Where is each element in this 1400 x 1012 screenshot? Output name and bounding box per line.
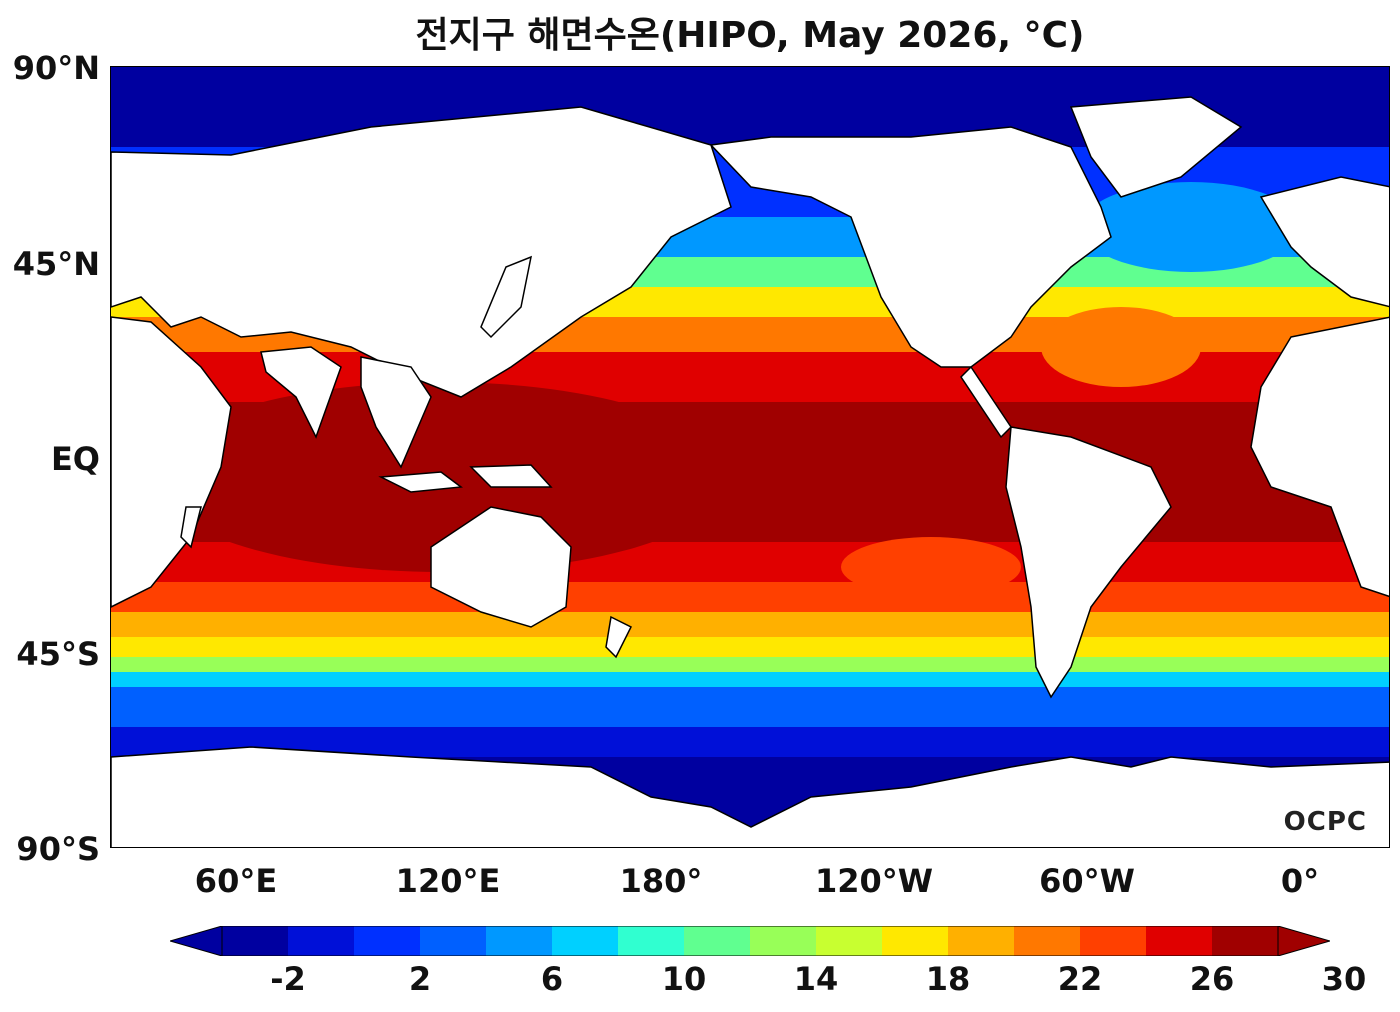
band-southern-ocean	[111, 687, 1389, 727]
north-atlantic-cool	[1081, 182, 1301, 272]
east-pacific-cold-tongue	[841, 537, 1021, 597]
land-japan	[480, 255, 533, 339]
ocpc-logo: OCPC	[1283, 807, 1367, 837]
sst-map-svg	[111, 67, 1389, 847]
lon-label-0: 0°	[1280, 862, 1320, 900]
colorbar-tick-label: 30	[1321, 960, 1367, 998]
land-africa	[111, 316, 1389, 608]
land-eurasia	[111, 106, 732, 398]
colorbar-segment	[948, 926, 1015, 956]
land-madagascar	[180, 506, 202, 549]
colorbar-segment	[1080, 926, 1147, 956]
lon-label-60e: 60°E	[194, 862, 278, 900]
land-greenland	[1069, 96, 1243, 198]
band-south-mild	[111, 637, 1389, 657]
land-australia	[430, 506, 572, 628]
band-south-subtropic	[111, 582, 1389, 612]
sst-map: OCPC	[110, 66, 1390, 848]
land-se-asia	[360, 356, 432, 469]
colorbar-segment	[486, 926, 553, 956]
lon-label-120w: 120°W	[814, 862, 934, 900]
land-india	[260, 346, 342, 439]
colorbar-tick-label: 6	[540, 960, 564, 998]
land-antarctica	[111, 746, 1389, 847]
colorbar-tick-label: 10	[661, 960, 707, 998]
lat-label-45n: 45°N	[12, 245, 100, 283]
colorbar-tick-label: 2	[408, 960, 432, 998]
lon-label-60w: 60°W	[1039, 862, 1135, 900]
colorbar-tick-label: 14	[793, 960, 839, 998]
land-indonesia	[378, 464, 553, 493]
land-europe	[1259, 176, 1389, 308]
colorbar-segment	[420, 926, 487, 956]
colorbar-segment	[882, 926, 949, 956]
lon-label-120e: 120°E	[395, 862, 501, 900]
land-north-america	[709, 126, 1112, 368]
band-south-warm	[111, 612, 1389, 637]
colorbar-segment	[288, 926, 355, 956]
colorbar-segment	[1014, 926, 1081, 956]
colorbar-segment	[552, 926, 619, 956]
gulf-stream	[1041, 307, 1201, 387]
lat-label-90n: 90°N	[12, 49, 100, 87]
colorbar-segment	[618, 926, 685, 956]
colorbar-extend-low	[170, 926, 223, 956]
land-central-america	[960, 365, 1012, 439]
colorbar-segment	[816, 926, 883, 956]
land-south-america	[1005, 426, 1172, 699]
colorbar-segment	[750, 926, 817, 956]
colorbar-tick-label: 26	[1189, 960, 1235, 998]
lat-label-45s: 45°S	[16, 635, 100, 673]
lat-label-eq: EQ	[50, 440, 100, 478]
lat-label-90s: 90°S	[16, 830, 100, 868]
band-south-cool	[111, 657, 1389, 672]
colorbar	[170, 926, 1330, 956]
map-title: 전지구 해면수온(HIPO, May 2026, °C)	[415, 15, 1085, 56]
colorbar-tick-label: -2	[270, 960, 306, 998]
colorbar-tick-label: 18	[925, 960, 971, 998]
colorbar-tick-label: 22	[1057, 960, 1103, 998]
colorbar-extend-high	[1277, 926, 1330, 956]
land	[111, 96, 1389, 847]
lon-label-180: 180°	[619, 862, 703, 900]
colorbar-border	[221, 926, 1279, 956]
colorbar-segment	[1146, 926, 1213, 956]
colorbar-segment	[684, 926, 751, 956]
land-new-zealand	[605, 615, 633, 659]
colorbar-segment	[222, 926, 289, 956]
colorbar-segment	[354, 926, 421, 956]
colorbar-segment	[1212, 926, 1279, 956]
band-south-cold	[111, 672, 1389, 687]
